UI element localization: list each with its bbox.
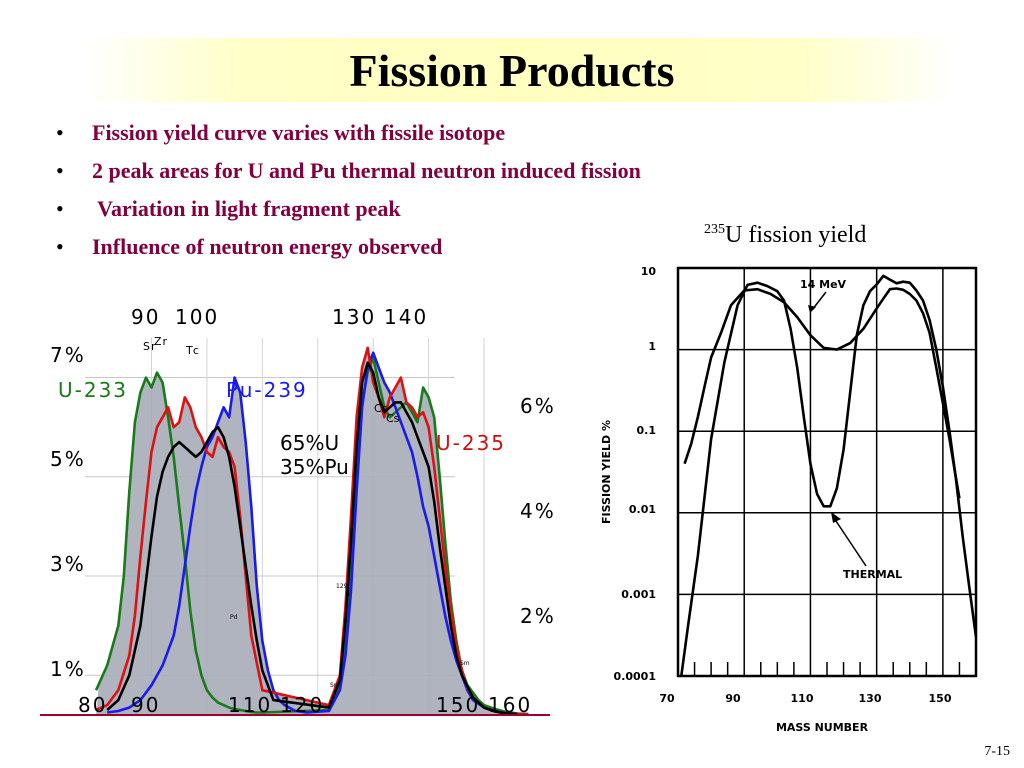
element-label-tc: Tc	[185, 344, 201, 357]
u233-label: U-233	[58, 378, 128, 402]
u235-yield-chart: 10 1 0.1 0.01 0.001 0.0001 70 90 110 130…	[600, 265, 978, 734]
bottom-tick-label: 110	[228, 693, 272, 717]
thermal-curve	[680, 274, 978, 677]
bottom-tick-label: 80	[78, 693, 107, 717]
y-axis-label: FISSION YIELD %	[600, 420, 613, 524]
top-tick-label: 100	[175, 305, 219, 329]
right-y-tick-label: 6%	[520, 394, 556, 418]
isotope-yield-chart: 90 100 130 140 80 90 110 120 150 160 7% …	[40, 305, 556, 717]
caption-superscript: 235	[704, 222, 725, 237]
element-label-sn: Sn	[330, 682, 338, 689]
y-tick-label: 0.001	[621, 588, 656, 601]
right-y-tick-label: 4%	[520, 499, 556, 523]
element-label-zr: Zr	[154, 335, 168, 348]
yield-area-fill	[96, 347, 529, 715]
y-tick-label: 0.0001	[614, 670, 656, 683]
x-minor-ticks	[693, 662, 961, 676]
bullet-text: Variation in light fragment peak	[92, 196, 401, 221]
mix-label-line1: 65%U	[280, 431, 339, 455]
bottom-tick-label: 150	[436, 693, 480, 717]
top-tick-label: 140	[384, 305, 428, 329]
left-y-tick-label: 7%	[50, 343, 86, 367]
annotation-arrow-thermal	[833, 517, 867, 567]
mix-curve	[106, 361, 518, 716]
annotation-arrowhead-thermal	[831, 512, 841, 523]
bullet-text: Influence of neutron energy observed	[92, 234, 443, 259]
element-label-sm: Sm	[460, 660, 470, 667]
element-label-i: I	[347, 586, 350, 599]
x-tick-label: 70	[659, 692, 675, 705]
slide-number: 7-15	[984, 744, 1010, 759]
slide-title: Fission Products	[349, 45, 675, 96]
yield-envelope	[96, 347, 529, 715]
pu239-label: Pu-239	[226, 378, 308, 402]
element-label-cs: Cs	[374, 402, 388, 415]
element-label-cs: Cs	[386, 412, 400, 425]
element-label-i-mass: 129	[336, 583, 348, 590]
top-tick-label: 90	[131, 305, 160, 329]
bullet-text: Fission yield curve varies with fissile …	[92, 120, 506, 145]
u235-label: U-235	[436, 431, 506, 455]
annotation-14mev: 14 MeV	[800, 278, 847, 291]
top-tick-label: 130	[332, 305, 376, 329]
element-label-pd: Pd	[230, 614, 238, 621]
x-axis-label: MASS NUMBER	[776, 721, 869, 734]
title-band	[84, 38, 956, 102]
y-tick-label: 1	[648, 340, 656, 353]
y-tick-label: 0.1	[637, 424, 657, 437]
x-tick-label: 130	[859, 692, 882, 705]
y-tick-label: 10	[641, 265, 657, 278]
14mev-curve	[683, 287, 961, 499]
bullet-dot: •	[56, 158, 64, 183]
bullet-dot: •	[56, 196, 64, 221]
bullet-dot: •	[56, 120, 64, 145]
annotation-arrowhead-14mev	[808, 305, 816, 313]
element-label-sr: Sr	[143, 340, 157, 353]
pu239-curve	[107, 351, 529, 716]
chart-caption: 235U fission yield	[704, 222, 866, 249]
bottom-tick-label: 160	[488, 693, 532, 717]
bullet-dot: •	[56, 234, 64, 259]
y-tick-label: 0.01	[629, 503, 656, 516]
mix-label-line2: 35%Pu	[280, 455, 349, 479]
caption-text: U fission yield	[725, 222, 867, 248]
series-lines	[680, 274, 978, 677]
left-y-tick-label: 5%	[50, 447, 86, 471]
x-tick-label: 150	[929, 692, 952, 705]
annotation-thermal: THERMAL	[843, 568, 902, 581]
x-tick-label: 110	[791, 692, 814, 705]
right-y-tick-label: 2%	[520, 604, 556, 628]
bullet-text: 2 peak areas for U and Pu thermal neutro…	[92, 158, 641, 183]
left-y-tick-label: 3%	[50, 552, 86, 576]
bottom-tick-label: 90	[131, 693, 160, 717]
x-tick-label: 90	[725, 692, 741, 705]
left-y-tick-label: 1%	[50, 657, 86, 681]
series-lines	[94, 346, 529, 716]
bottom-tick-label: 120	[280, 693, 324, 717]
